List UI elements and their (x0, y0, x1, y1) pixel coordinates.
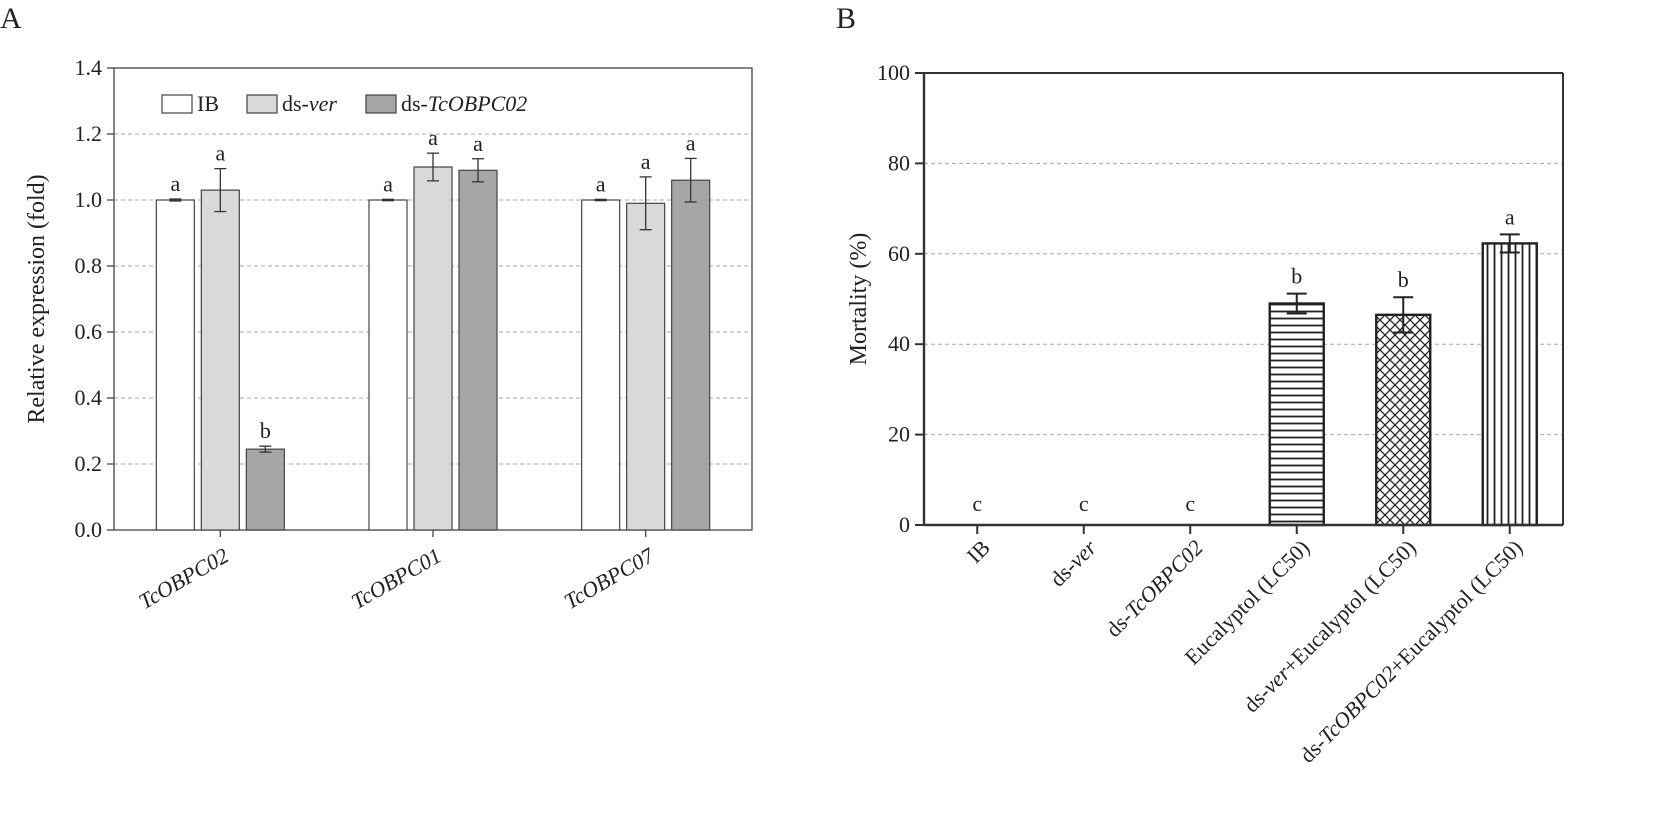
panel-b-x-tick-label-part-1: TcOBPC02 (1313, 661, 1401, 749)
panel-a-legend-label: IB (197, 91, 219, 116)
panel-b-y-tick-label: 20 (888, 422, 910, 447)
panel-b-x-tick-label-part-1: TcOBPC02 (1120, 535, 1208, 623)
panel-b-bars: c c c b b a (972, 204, 1538, 527)
panel-a-y-tick-label: 0.2 (75, 451, 103, 476)
panel-b-significance-letter: c (1079, 491, 1089, 516)
panel-a-bar (200, 189, 240, 531)
panel-a-legend-label: ds-TcOBPC02 (401, 91, 527, 116)
panel-a: A 0.0 0.2 0.4 0.6 0.8 1.0 1.2 1.4 a a b a a a a a a TcO… (0, 2, 753, 614)
panel-a-significance-letter: a (170, 171, 180, 196)
panel-a-y-tick-label: 0.0 (75, 517, 103, 542)
panel-a-bar (413, 166, 453, 531)
panel-b-y-axis-label: Mortality (%) (846, 233, 872, 366)
panel-a-legend-swatch (246, 94, 278, 114)
panel-b-x-tick-label-part-0: IB (962, 535, 995, 568)
panel-a-bar (368, 199, 408, 531)
panel-b-significance-letter: b (1291, 264, 1302, 289)
panel-b-bar (1268, 302, 1325, 527)
panel-a-legend: IB ds-ver ds-TcOBPC02 (161, 91, 527, 116)
panel-a-significance-letter: b (260, 418, 271, 443)
panel-b-y-tick-label: 100 (877, 60, 910, 85)
panel-a-bar (671, 179, 711, 531)
panel-b-significance-letter: c (1185, 491, 1195, 516)
panel-b-x-tick-label: ds-ver (1045, 535, 1102, 592)
panel-a-significance-letter: a (215, 141, 225, 166)
panel-a-legend-label-part-0: ds- (401, 91, 428, 116)
panel-a-significance-letter: a (596, 171, 606, 196)
panel-a-bar (245, 448, 285, 531)
panel-b-significance-letter: b (1398, 267, 1409, 292)
panel-a-x-axis: TcOBPC02 TcOBPC01 TcOBPC07 (134, 530, 659, 614)
panel-a-label: A (0, 2, 22, 35)
panel-a-legend-label-part-0: IB (197, 91, 219, 116)
panel-a-y-tick-label: 1.2 (75, 121, 103, 146)
panel-a-legend-label-part-1: TcOBPC02 (428, 91, 527, 116)
panel-b-y-tick-label: 60 (888, 241, 910, 266)
panel-a-legend-swatch (161, 94, 193, 114)
panel-a-bar (581, 199, 621, 531)
panel-a-y-tick-label: 0.8 (75, 253, 103, 278)
panel-a-x-tick-label: TcOBPC07 (560, 542, 659, 614)
panel-a-y-tick-label: 0.6 (75, 319, 103, 344)
panel-a-legend-swatch (365, 94, 397, 114)
panel-a-legend-label-part-1: ver (309, 91, 338, 116)
panel-a-y-tick-label: 0.4 (75, 385, 103, 410)
panel-a-y-axis-label: Relative expression (fold) (24, 174, 50, 423)
panel-b-label: B (836, 2, 856, 35)
panel-b-axes (922, 72, 1564, 527)
panel-b-x-tick-label: ds-ver+Eucalyptol (LC50) (1238, 535, 1420, 717)
panel-a-bar (458, 169, 498, 531)
panel-b-x-tick-label: IB (962, 535, 995, 568)
panel-a-significance-letter: a (428, 125, 438, 150)
panel-b-y-tick-label: 40 (888, 331, 910, 356)
panel-a-significance-letter: a (383, 171, 393, 196)
panel-b-x-tick-label: ds-TcOBPC02 (1101, 535, 1208, 642)
panel-a-bar (626, 202, 666, 531)
panel-b-y-axis: 0 20 40 60 80 100 (877, 60, 924, 537)
panel-a-x-tick-label: TcOBPC02 (134, 543, 233, 614)
panel-a-significance-letter: a (473, 131, 483, 156)
panel-a-bar (155, 199, 195, 531)
panel-a-significance-letter: a (641, 149, 651, 174)
panel-b-bar (1481, 242, 1538, 527)
panel-b-x-tick-label: ds-TcOBPC02+Eucalyptol (LC50) (1294, 535, 1527, 768)
panel-b-y-tick-label: 80 (888, 150, 910, 175)
panel-a-y-tick-label: 1.0 (75, 187, 103, 212)
panel-a-y-tick-label: 1.4 (75, 55, 103, 80)
panel-b-bar (1375, 313, 1432, 527)
panel-b-gridlines (924, 162, 1563, 436)
panel-a-y-axis: 0.0 0.2 0.4 0.6 0.8 1.0 1.2 1.4 (75, 55, 114, 542)
panel-a-legend-label-part-0: ds- (282, 91, 309, 116)
panel-a-bars: a a b a a a a a a (155, 125, 711, 531)
panel-b-significance-letter: c (972, 491, 982, 516)
panel-b-significance-letter: a (1505, 204, 1515, 229)
panel-a-significance-letter: a (686, 130, 696, 155)
panel-a-legend-label: ds-ver (282, 91, 337, 116)
panel-a-x-tick-label: TcOBPC01 (347, 543, 446, 614)
panel-b-y-tick-label: 0 (899, 512, 910, 537)
